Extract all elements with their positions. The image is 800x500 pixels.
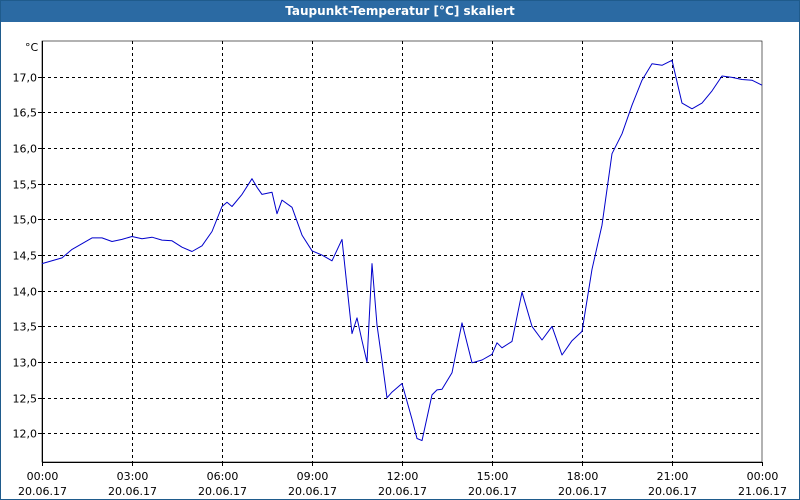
y-tick-label: 13,5 <box>13 321 38 334</box>
y-tick-label: 15,5 <box>13 179 38 192</box>
y-tick-label: 14,5 <box>13 250 38 263</box>
x-tick-date: 21.06.17 <box>738 485 787 498</box>
x-tick-labels: 00:00 20.06.17 03:00 20.06.17 06:00 20.06.17 0… <box>18 470 787 498</box>
series-layer <box>41 59 763 442</box>
y-tick-label: 12,5 <box>13 393 38 406</box>
x-tick-time: 06:00 <box>207 470 239 483</box>
x-tick-time: 15:00 <box>477 470 509 483</box>
y-tick-label: 17,0 <box>13 72 38 85</box>
y-tick-label: 12,0 <box>13 428 38 441</box>
x-tick-time: 03:00 <box>117 470 149 483</box>
grid-layer <box>38 40 763 466</box>
x-tick-date: 20.06.17 <box>198 485 247 498</box>
x-tick-date: 20.06.17 <box>468 485 517 498</box>
y-unit-label: °C <box>25 41 39 54</box>
chart-title: Taupunkt-Temperatur [°C] skaliert <box>1 1 799 22</box>
y-tick-label: 13,0 <box>13 357 38 370</box>
x-tick-date: 20.06.17 <box>288 485 337 498</box>
y-tick-label: 14,0 <box>13 286 38 299</box>
y-tick-labels: 12,0 12,5 13,0 13,5 14,0 14,5 15,0 15,5 16,0 16,5… <box>13 72 38 441</box>
x-tick-date: 20.06.17 <box>18 485 67 498</box>
y-tick-label: 16,0 <box>13 143 38 156</box>
y-tick-label: 15,0 <box>13 214 38 227</box>
x-tick-time: 18:00 <box>567 470 599 483</box>
series-line-0 <box>41 59 763 442</box>
x-tick-date: 20.06.17 <box>558 485 607 498</box>
x-tick-time: 12:00 <box>387 470 419 483</box>
x-tick-date: 20.06.17 <box>108 485 157 498</box>
y-tick-label: 16,5 <box>13 107 38 120</box>
x-tick-time: 00:00 <box>747 470 779 483</box>
x-tick-time: 21:00 <box>657 470 689 483</box>
x-tick-date: 20.06.17 <box>378 485 427 498</box>
x-tick-date: 20.06.17 <box>648 485 697 498</box>
x-tick-time: 00:00 <box>27 470 59 483</box>
x-tick-time: 09:00 <box>297 470 329 483</box>
